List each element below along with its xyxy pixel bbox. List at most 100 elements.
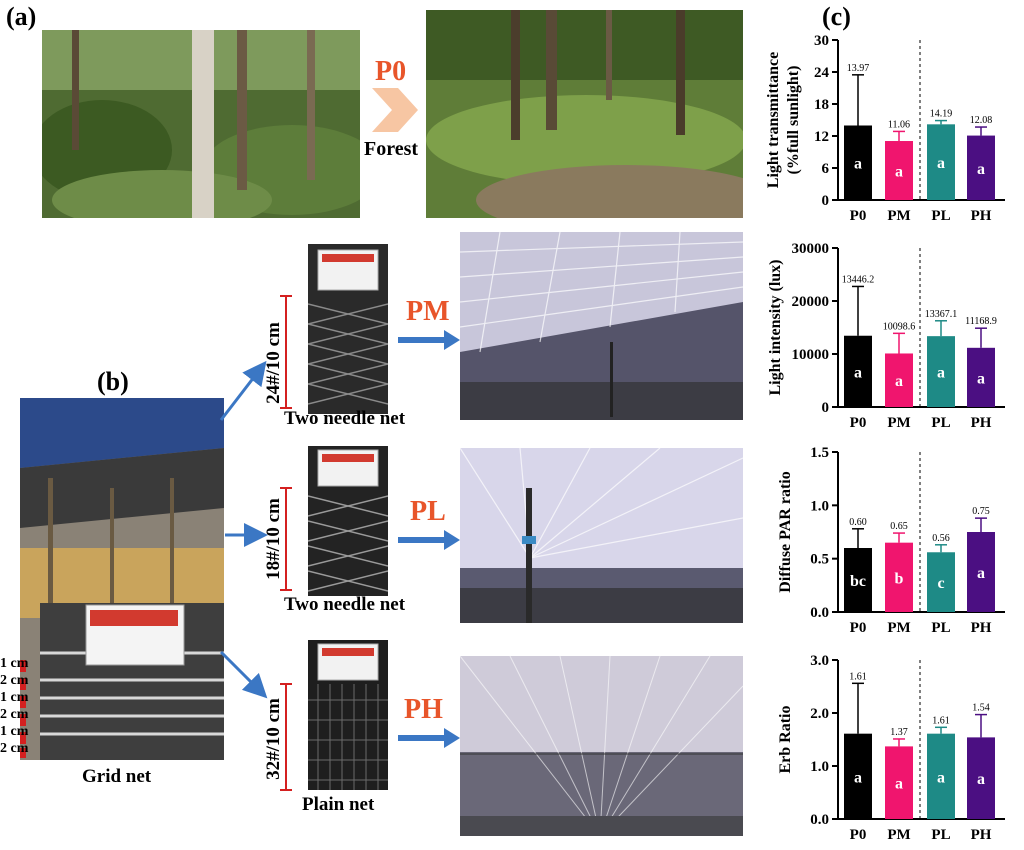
significance-letter: a [895,164,903,181]
y-tick-label: 24 [814,65,830,81]
ph-net-sample-photo [308,640,388,790]
y-tick-label: 1.5 [810,445,829,461]
pl-treatment-label: PL [410,496,446,527]
y-tick-label: 0 [822,400,830,416]
x-tick-label: PL [931,208,950,224]
y-tick-label: 1.0 [810,759,829,775]
y-axis-label: Erb Ratio [777,706,794,774]
value-label: 1.61 [932,715,950,726]
ph-arrow-icon [398,728,460,753]
bar [885,746,913,819]
pl-dimension-bracket [280,486,292,597]
x-tick-label: PH [971,620,992,636]
value-label: 13.97 [847,63,870,74]
bar [927,124,955,200]
pl-mesh-spec: 18#/10 cm [263,498,284,580]
x-tick-label: PH [971,827,992,843]
x-tick-label: P0 [850,415,867,431]
ph-dimension-bracket [280,682,292,797]
ph-shade-photo [460,656,743,836]
grid-cm-label: 1 cm [0,690,29,705]
value-label: 0.56 [932,533,950,544]
bar [844,548,872,612]
y-tick-label: 3.0 [810,653,829,669]
pl-net-caption: Two needle net [284,594,406,615]
bar [967,737,995,819]
y-tick-label: 0.0 [810,812,829,828]
bar [844,335,872,407]
bar [927,552,955,612]
bar [844,733,872,819]
panel-label-a: (a) [6,2,37,31]
value-label: 12.08 [970,115,993,126]
value-label: 0.75 [972,506,990,517]
pm-net-sample-photo [308,244,388,414]
pl-arrow-icon [398,530,460,555]
significance-letter: a [977,370,985,387]
y-tick-label: 2.0 [810,706,829,722]
bar [885,353,913,407]
x-tick-label: PL [931,620,950,636]
bar [927,733,955,819]
pl-shade-photo [460,448,743,623]
chevron-arrow-icon [372,88,418,137]
ph-treatment-label: PH [404,694,443,725]
pm-dimension-bracket [280,294,292,415]
grid-cm-label: 2 cm [0,673,29,688]
grid-net-photo [20,398,224,760]
bar [844,125,872,200]
significance-letter: a [977,565,985,582]
pm-mesh-spec: 24#/10 cm [263,322,284,404]
forest-caption: Forest [364,138,419,160]
y-tick-label: 1.0 [810,498,829,514]
x-tick-label: PL [931,415,950,431]
x-tick-label: PM [887,620,910,636]
bar [967,347,995,407]
y-tick-label: 6 [822,161,830,177]
significance-letter: a [977,161,985,178]
x-tick-label: PL [931,827,950,843]
x-tick-label: P0 [850,208,867,224]
pm-shade-photo [460,232,743,420]
pm-net-caption: Two needle net [284,408,406,429]
bar [885,141,913,200]
grid-cm-label: 1 cm [0,656,29,671]
y-axis-label: Diffuse PAR ratio [777,471,794,592]
x-tick-label: PH [971,208,992,224]
forest-treatment-label: P0 [375,56,407,87]
y-axis-label: Light transmittance [765,52,782,188]
y-tick-label: 20000 [792,294,830,310]
panel-label-c: (c) [822,2,851,31]
value-label: 10098.6 [883,321,916,332]
pm-treatment-label: PM [406,296,450,327]
significance-letter: a [854,769,862,786]
significance-letter: c [937,575,944,592]
x-tick-label: PM [887,415,910,431]
y-tick-label: 30 [814,33,829,49]
understory-forest-photo [42,30,360,218]
x-tick-label: P0 [850,620,867,636]
bar [967,135,995,200]
grid-cm-label: 2 cm [0,741,29,756]
y-tick-label: 0 [822,193,830,209]
significance-letter: a [977,771,985,788]
panel-label-b: (b) [97,367,129,396]
grid-cm-label: 2 cm [0,707,29,722]
significance-letter: a [937,155,945,172]
significance-letter: a [895,373,903,390]
significance-letter: a [937,365,945,382]
x-tick-label: PH [971,415,992,431]
value-label: 0.60 [849,517,867,528]
forest-gap-photo [426,10,743,218]
significance-letter: a [854,364,862,381]
significance-letter: a [854,156,862,173]
value-label: 13446.2 [842,274,875,285]
significance-letter: a [895,776,903,793]
grid-cm-label: 1 cm [0,724,29,739]
y-tick-label: 18 [814,97,829,113]
ph-mesh-spec: 32#/10 cm [263,698,284,780]
ph-net-caption: Plain net [302,794,375,815]
y-tick-label: 0.5 [810,552,829,568]
value-label: 1.61 [849,671,867,682]
branch-arrows [215,360,275,705]
